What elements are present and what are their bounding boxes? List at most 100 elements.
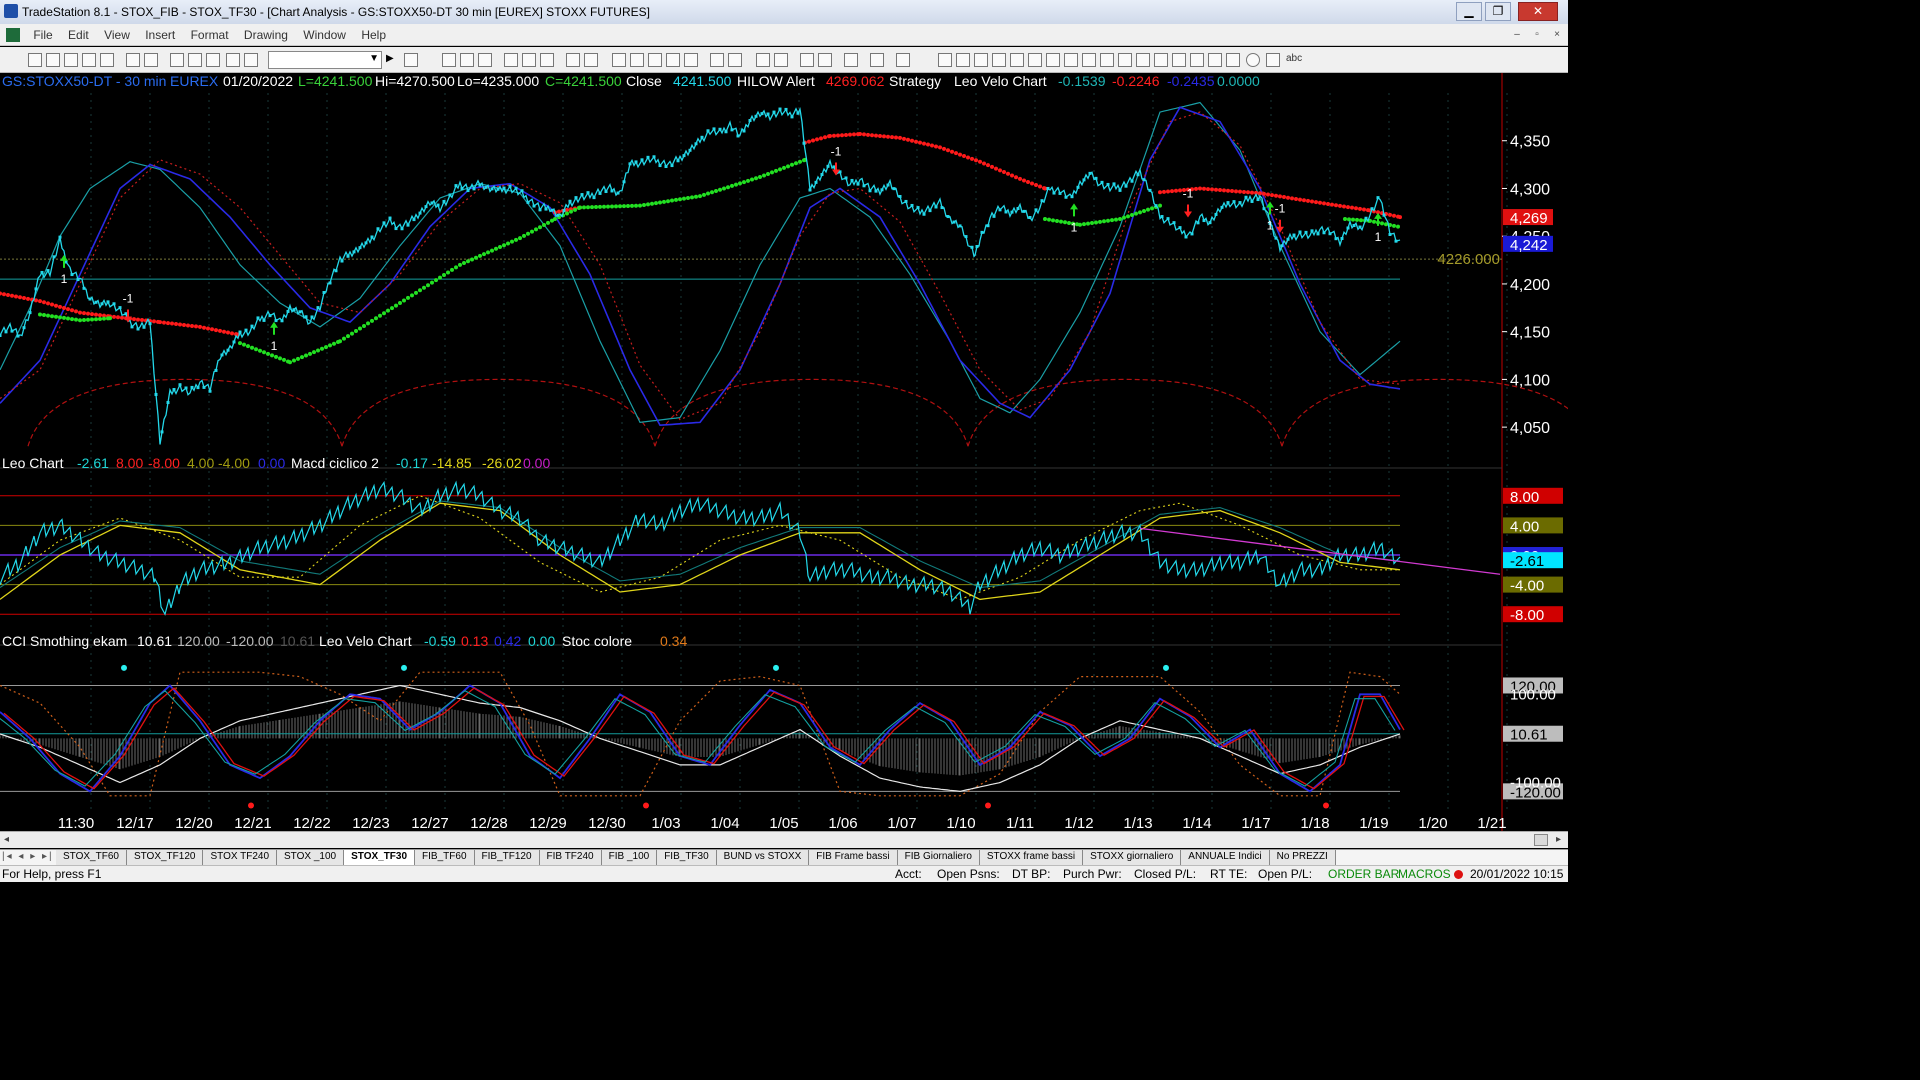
tab-fib-giornaliero[interactable]: FIB Giornaliero — [897, 850, 980, 865]
radarscreen-icon[interactable] — [460, 53, 474, 67]
menu-insert[interactable]: Insert — [145, 28, 176, 42]
open-icon[interactable] — [46, 53, 60, 67]
tab-stox-tf240[interactable]: STOX TF240 — [203, 850, 278, 865]
tab-fib-frame-bassi[interactable]: FIB Frame bassi — [809, 850, 898, 865]
line-chart-icon[interactable] — [648, 53, 662, 67]
curve-icon[interactable] — [1190, 53, 1204, 67]
matrix-icon[interactable] — [478, 53, 492, 67]
paste-icon[interactable] — [206, 53, 220, 67]
zoom-out-icon[interactable] — [774, 53, 788, 67]
tab-stox-tf60[interactable]: STOX_TF60 — [56, 850, 127, 865]
link-icon[interactable] — [226, 53, 240, 67]
go-arrow-icon[interactable]: ▶ — [386, 53, 394, 64]
tab-no-prezzi[interactable]: No PREZZI — [1269, 850, 1336, 865]
arrow-down-icon[interactable] — [1208, 53, 1222, 67]
time-zone-icon[interactable] — [1118, 53, 1132, 67]
chart-canvas[interactable]: 11:30 12/17 12/20 12/21 12/22 12/23 12/27 12/28… — [0, 73, 1568, 831]
maximize-button[interactable]: ❐ — [1485, 2, 1511, 21]
menu-edit[interactable]: Edit — [68, 28, 89, 42]
tab-fib-tf30[interactable]: FIB_TF30 — [657, 850, 717, 865]
pencil-icon[interactable] — [1172, 53, 1186, 67]
angle-icon[interactable] — [1082, 53, 1096, 67]
tab-nav-buttons[interactable]: |◂ ◂ ▸ ▸| — [2, 851, 54, 862]
crosshair-icon[interactable] — [818, 53, 832, 67]
tab-stox-100[interactable]: STOX _100 — [277, 850, 345, 865]
menu-format[interactable]: Format — [190, 28, 229, 42]
extend-icon[interactable] — [1100, 53, 1114, 67]
scrollbar-thumb[interactable] — [1534, 834, 1548, 846]
horizontal-scrollbar[interactable]: ◂ ▸ — [0, 831, 1568, 848]
mdi-restore-button[interactable]: ▫ — [1535, 29, 1539, 40]
gann-icon[interactable] — [992, 53, 1006, 67]
menu-view[interactable]: View — [104, 28, 130, 42]
cut-icon[interactable] — [170, 53, 184, 67]
tab-stox-tf30[interactable]: STOX_TF30 — [344, 850, 416, 865]
price-point — [610, 189, 614, 193]
window-icon[interactable] — [584, 53, 598, 67]
print-icon[interactable] — [144, 53, 158, 67]
tab-annuale-indici[interactable]: ANNUALE Indici — [1181, 850, 1270, 865]
open-workspace-icon[interactable] — [64, 53, 78, 67]
candle-icon[interactable] — [630, 53, 644, 67]
folder-icon[interactable] — [100, 53, 114, 67]
scroll-right-arrow-icon[interactable]: ▸ — [1556, 834, 1562, 845]
tab-stoxx-giornaliero[interactable]: STOXX giornaliero — [1083, 850, 1182, 865]
speed-line-icon[interactable] — [1046, 53, 1060, 67]
menu-file[interactable]: File — [33, 28, 53, 42]
tools-icon[interactable] — [844, 53, 858, 67]
chart-analysis-icon[interactable] — [442, 53, 456, 67]
order-bar-indicator[interactable]: ORDER BAR — [1328, 867, 1400, 881]
tab-fib-tf60[interactable]: FIB_TF60 — [415, 850, 475, 865]
strategy-icon[interactable] — [522, 53, 536, 67]
vertical-line-icon[interactable] — [1064, 53, 1078, 67]
rectangle-icon[interactable] — [1266, 53, 1280, 67]
fibonacci-icon[interactable] — [1010, 53, 1024, 67]
chevron-down-icon[interactable]: ▼ — [369, 53, 379, 64]
new-window-icon[interactable] — [82, 53, 96, 67]
pointer-icon[interactable] — [800, 53, 814, 67]
scroll-right-icon[interactable] — [728, 53, 742, 67]
format-icon[interactable] — [566, 53, 580, 67]
tab-fib-tf240[interactable]: FIB TF240 — [539, 850, 602, 865]
data-window-icon[interactable] — [870, 53, 884, 67]
pointfigure-icon[interactable] — [666, 53, 680, 67]
arc-icon[interactable] — [1136, 53, 1150, 67]
zoom-in-icon[interactable] — [756, 53, 770, 67]
palette-icon[interactable] — [244, 53, 258, 67]
mdi-minimize-button[interactable]: ‒ — [1514, 29, 1520, 40]
hand-icon[interactable] — [896, 53, 910, 67]
chart-analysis-window[interactable]: 11:30 12/17 12/20 12/21 12/22 12/23 12/27 12/28… — [0, 73, 1568, 831]
trendline-icon[interactable] — [938, 53, 952, 67]
scroll-left-icon[interactable] — [710, 53, 724, 67]
text-tool-icon[interactable]: abc — [1286, 53, 1303, 64]
ellipse-icon[interactable] — [1246, 53, 1260, 67]
bar-chart-icon[interactable] — [612, 53, 626, 67]
horizontal-line-icon[interactable] — [956, 53, 970, 67]
arrow-up-icon[interactable] — [1226, 53, 1240, 67]
scroll-left-arrow-icon[interactable]: ◂ — [4, 834, 10, 845]
volume-icon[interactable] — [684, 53, 698, 67]
menu-window[interactable]: Window — [303, 28, 346, 42]
showme-icon[interactable] — [540, 53, 554, 67]
menu-help[interactable]: Help — [361, 28, 386, 42]
indicator-icon[interactable] — [504, 53, 518, 67]
tab-stoxx-frame-bassi[interactable]: STOXX frame bassi — [979, 850, 1084, 865]
save-icon[interactable] — [126, 53, 140, 67]
symbol-combo[interactable]: ▼ — [268, 51, 382, 69]
minimize-button[interactable]: ▁ — [1456, 2, 1482, 21]
tab-stox-tf120[interactable]: STOX_TF120 — [126, 850, 204, 865]
close-button[interactable]: ✕ — [1518, 2, 1558, 21]
new-icon[interactable] — [28, 53, 42, 67]
retracement-icon[interactable] — [1028, 53, 1042, 67]
macros-indicator[interactable]: MACROS — [1398, 867, 1451, 881]
symbol-lookup-icon[interactable] — [404, 53, 418, 67]
channel-icon[interactable] — [974, 53, 988, 67]
copy-icon[interactable] — [188, 53, 202, 67]
tab-fib-tf120[interactable]: FIB_TF120 — [474, 850, 540, 865]
chart-document-icon[interactable] — [6, 28, 20, 42]
tab-fib-100[interactable]: FIB _100 — [601, 850, 658, 865]
menu-drawing[interactable]: Drawing — [243, 28, 288, 42]
fan-icon[interactable] — [1154, 53, 1168, 67]
tab-bund-vs-stoxx[interactable]: BUND vs STOXX — [716, 850, 810, 865]
mdi-close-button[interactable]: × — [1554, 29, 1560, 40]
